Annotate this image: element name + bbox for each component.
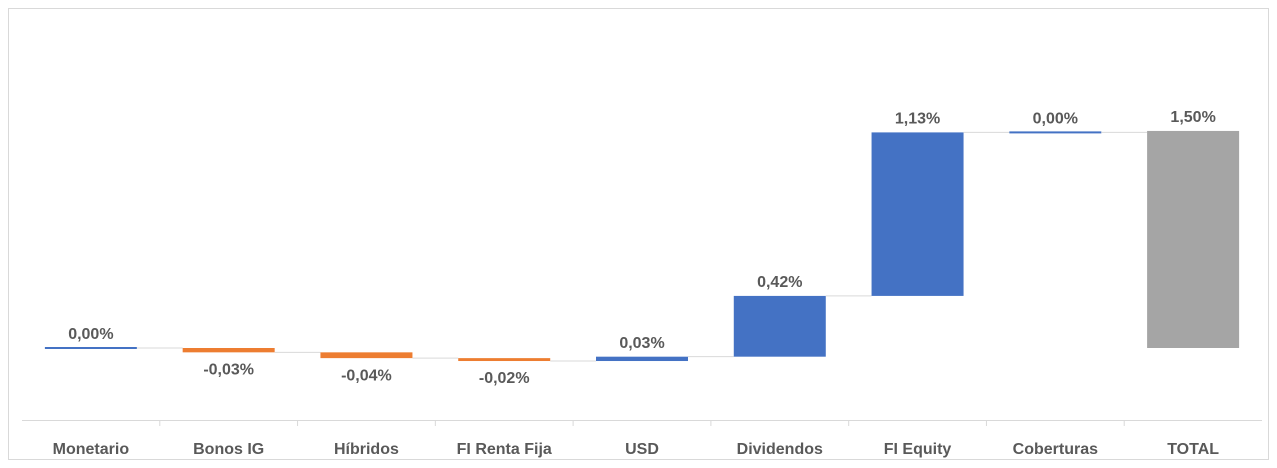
data-label: 0,00% bbox=[68, 326, 113, 343]
chart-border bbox=[8, 8, 1269, 460]
bar bbox=[1147, 130, 1240, 348]
data-label: 0,03% bbox=[619, 335, 664, 352]
data-label: -0,03% bbox=[203, 362, 254, 379]
x-tick-label: Dividendos bbox=[737, 441, 823, 458]
data-label: 0,00% bbox=[1033, 111, 1078, 128]
x-tick-label: Coberturas bbox=[1013, 441, 1098, 458]
x-tick-label: Monetario bbox=[53, 441, 130, 458]
x-tick-label: TOTAL bbox=[1167, 441, 1219, 458]
x-tick-label: Bonos IG bbox=[193, 441, 264, 458]
bar bbox=[1009, 131, 1102, 134]
bar bbox=[44, 347, 137, 349]
x-tick-label: FI Renta Fija bbox=[457, 441, 552, 458]
data-label: 1,13% bbox=[895, 111, 940, 128]
bar bbox=[182, 348, 275, 353]
data-label: -0,04% bbox=[341, 367, 392, 384]
data-label: 1,50% bbox=[1170, 109, 1215, 126]
bar bbox=[596, 356, 688, 362]
bar bbox=[458, 358, 551, 362]
bar bbox=[320, 352, 413, 359]
x-tick-label: USD bbox=[625, 441, 659, 458]
bar bbox=[733, 295, 826, 357]
data-label: -0,02% bbox=[479, 370, 530, 387]
x-tick-label: FI Equity bbox=[884, 441, 952, 458]
x-tick-label: Híbridos bbox=[334, 441, 399, 458]
data-label: 0,42% bbox=[757, 274, 802, 291]
bar bbox=[871, 132, 964, 296]
